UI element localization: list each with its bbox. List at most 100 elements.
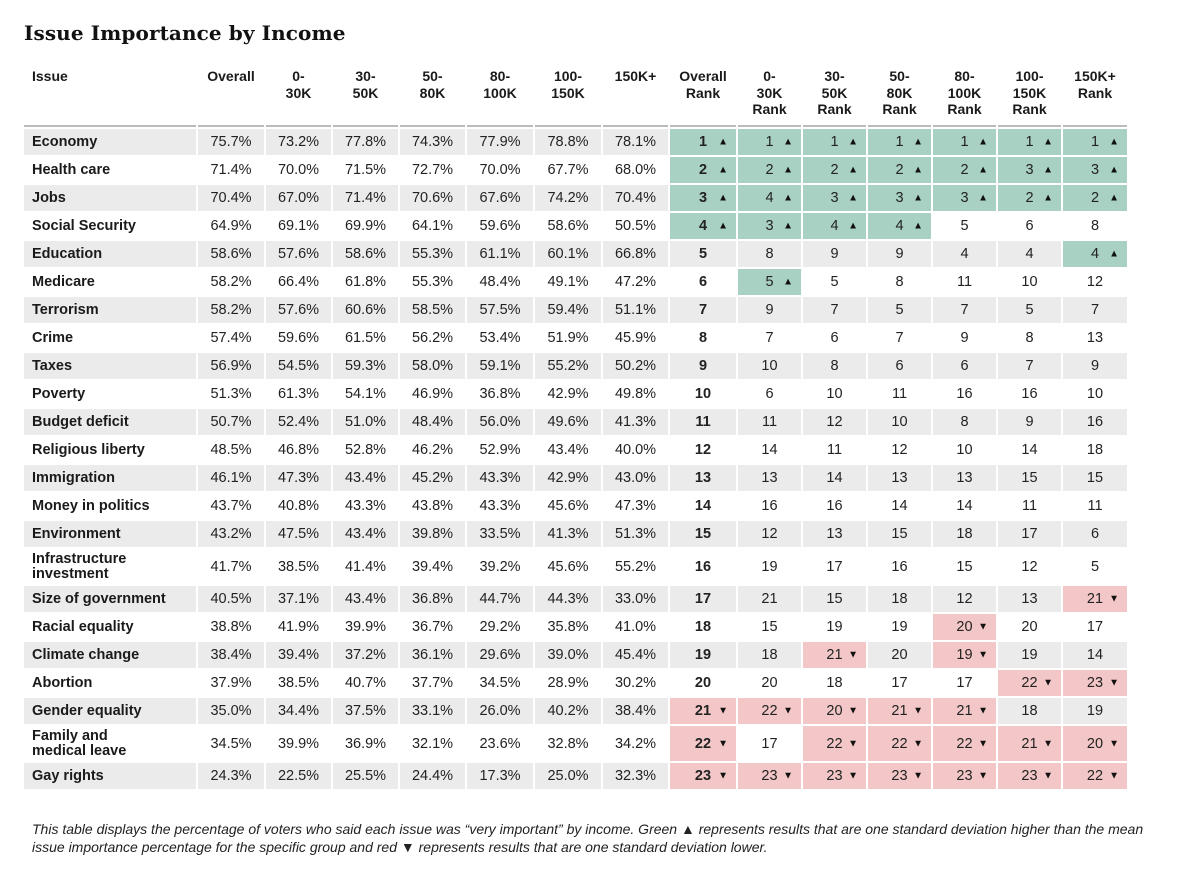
percent-cell: 34.5% bbox=[198, 724, 264, 761]
percent-cell: 44.3% bbox=[535, 584, 601, 612]
overall-rank-cell: 21 ▼ bbox=[670, 696, 736, 724]
percent-cell: 25.0% bbox=[535, 761, 601, 789]
rank-cell: 2 ▲ bbox=[998, 183, 1061, 211]
issue-label: Budget deficit bbox=[24, 407, 196, 435]
rank-cell: 11 bbox=[933, 267, 996, 295]
rank-cell: 9 bbox=[1063, 351, 1127, 379]
percent-cell: 37.5% bbox=[333, 696, 398, 724]
percent-cell: 58.0% bbox=[400, 351, 465, 379]
rank-cell: 11 bbox=[803, 435, 866, 463]
rank-cell: 22 ▼ bbox=[998, 668, 1061, 696]
percent-cell: 38.4% bbox=[603, 696, 668, 724]
column-header: Issue bbox=[24, 64, 196, 127]
rank-cell: 6 bbox=[738, 379, 801, 407]
rank-cell: 21 ▼ bbox=[998, 724, 1061, 761]
rank-cell: 23 ▼ bbox=[868, 761, 931, 789]
percent-cell: 43.4% bbox=[333, 584, 398, 612]
percent-cell: 46.9% bbox=[400, 379, 465, 407]
rank-cell: 13 bbox=[1063, 323, 1127, 351]
up-arrow-icon: ▲ bbox=[913, 164, 923, 176]
percent-cell: 43.3% bbox=[467, 463, 533, 491]
rank-cell: 20 bbox=[998, 612, 1061, 640]
percent-cell: 39.4% bbox=[400, 547, 465, 584]
overall-rank-cell: 19 bbox=[670, 640, 736, 668]
percent-cell: 72.7% bbox=[400, 155, 465, 183]
percent-cell: 40.7% bbox=[333, 668, 398, 696]
percent-cell: 58.6% bbox=[198, 239, 264, 267]
percent-cell: 49.1% bbox=[535, 267, 601, 295]
rank-cell: 20 ▼ bbox=[933, 612, 996, 640]
table-row: Education 58.6% 57.6% 58.6% 55.3% 61.1% 60.1% 6… bbox=[24, 239, 1127, 267]
up-arrow-icon: ▲ bbox=[783, 192, 793, 204]
rank-cell: 16 bbox=[803, 491, 866, 519]
percent-cell: 57.5% bbox=[467, 295, 533, 323]
percent-cell: 67.6% bbox=[467, 183, 533, 211]
percent-cell: 34.2% bbox=[603, 724, 668, 761]
down-arrow-icon: ▼ bbox=[848, 705, 858, 717]
table-row: Size of government 40.5% 37.1% 43.4% 36.8% 44… bbox=[24, 584, 1127, 612]
down-arrow-icon: ▼ bbox=[1043, 770, 1053, 782]
up-arrow-icon: ▲ bbox=[1109, 136, 1119, 148]
rank-cell: 12 bbox=[1063, 267, 1127, 295]
rank-cell: 4 ▲ bbox=[738, 183, 801, 211]
percent-cell: 71.4% bbox=[333, 183, 398, 211]
percent-cell: 40.8% bbox=[266, 491, 331, 519]
percent-cell: 41.3% bbox=[535, 519, 601, 547]
percent-cell: 45.4% bbox=[603, 640, 668, 668]
rank-cell: 21 ▼ bbox=[868, 696, 931, 724]
percent-cell: 48.4% bbox=[400, 407, 465, 435]
up-arrow-icon: ▲ bbox=[1109, 192, 1119, 204]
percent-cell: 36.8% bbox=[400, 584, 465, 612]
percent-cell: 38.5% bbox=[266, 547, 331, 584]
rank-cell: 15 bbox=[998, 463, 1061, 491]
overall-rank-cell: 5 bbox=[670, 239, 736, 267]
rank-cell: 19 bbox=[998, 640, 1061, 668]
percent-cell: 53.4% bbox=[467, 323, 533, 351]
issue-importance-table: Issue Overall 0- 30K 30- 50K 50- 80K 80- 100K 100-… bbox=[22, 64, 1129, 789]
rank-cell: 5 bbox=[1063, 547, 1127, 584]
rank-cell: 14 bbox=[738, 435, 801, 463]
rank-cell: 13 bbox=[933, 463, 996, 491]
rank-cell: 9 bbox=[868, 239, 931, 267]
rank-cell: 5 bbox=[803, 267, 866, 295]
percent-cell: 40.2% bbox=[535, 696, 601, 724]
down-arrow-icon: ▼ bbox=[913, 770, 923, 782]
up-arrow-icon: ▲ bbox=[1109, 164, 1119, 176]
percent-cell: 45.6% bbox=[535, 547, 601, 584]
up-arrow-icon: ▲ bbox=[848, 136, 858, 148]
rank-cell: 20 bbox=[868, 640, 931, 668]
overall-rank-cell: 23 ▼ bbox=[670, 761, 736, 789]
rank-cell: 10 bbox=[868, 407, 931, 435]
rank-cell: 18 bbox=[803, 668, 866, 696]
issue-label: Medicare bbox=[24, 267, 196, 295]
percent-cell: 48.4% bbox=[467, 267, 533, 295]
percent-cell: 66.8% bbox=[603, 239, 668, 267]
percent-cell: 24.4% bbox=[400, 761, 465, 789]
up-arrow-icon: ▲ bbox=[848, 192, 858, 204]
rank-cell: 8 bbox=[868, 267, 931, 295]
column-header: Overall bbox=[198, 64, 264, 127]
percent-cell: 43.4% bbox=[535, 435, 601, 463]
rank-cell: 5 bbox=[868, 295, 931, 323]
percent-cell: 41.9% bbox=[266, 612, 331, 640]
down-arrow-icon: ▼ bbox=[848, 770, 858, 782]
percent-cell: 66.4% bbox=[266, 267, 331, 295]
rank-cell: 22 ▼ bbox=[738, 696, 801, 724]
percent-cell: 40.0% bbox=[603, 435, 668, 463]
issue-label: Infrastructure investment bbox=[24, 547, 196, 584]
up-arrow-icon: ▲ bbox=[1043, 192, 1053, 204]
rank-cell: 5 ▲ bbox=[738, 267, 801, 295]
rank-cell: 12 bbox=[933, 584, 996, 612]
column-header: 50- 80K Rank bbox=[868, 64, 931, 127]
table-row: Abortion 37.9% 38.5% 40.7% 37.7% 34.5% 28.9% 30… bbox=[24, 668, 1127, 696]
table-row: Money in politics 43.7% 40.8% 43.3% 43.8% 43.… bbox=[24, 491, 1127, 519]
rank-cell: 15 bbox=[738, 612, 801, 640]
up-arrow-icon: ▲ bbox=[978, 192, 988, 204]
rank-cell: 8 bbox=[933, 407, 996, 435]
percent-cell: 49.8% bbox=[603, 379, 668, 407]
rank-cell: 2 ▲ bbox=[868, 155, 931, 183]
percent-cell: 47.3% bbox=[266, 463, 331, 491]
column-header: 100- 150K bbox=[535, 64, 601, 127]
rank-cell: 10 bbox=[738, 351, 801, 379]
overall-rank-cell: 3 ▲ bbox=[670, 183, 736, 211]
